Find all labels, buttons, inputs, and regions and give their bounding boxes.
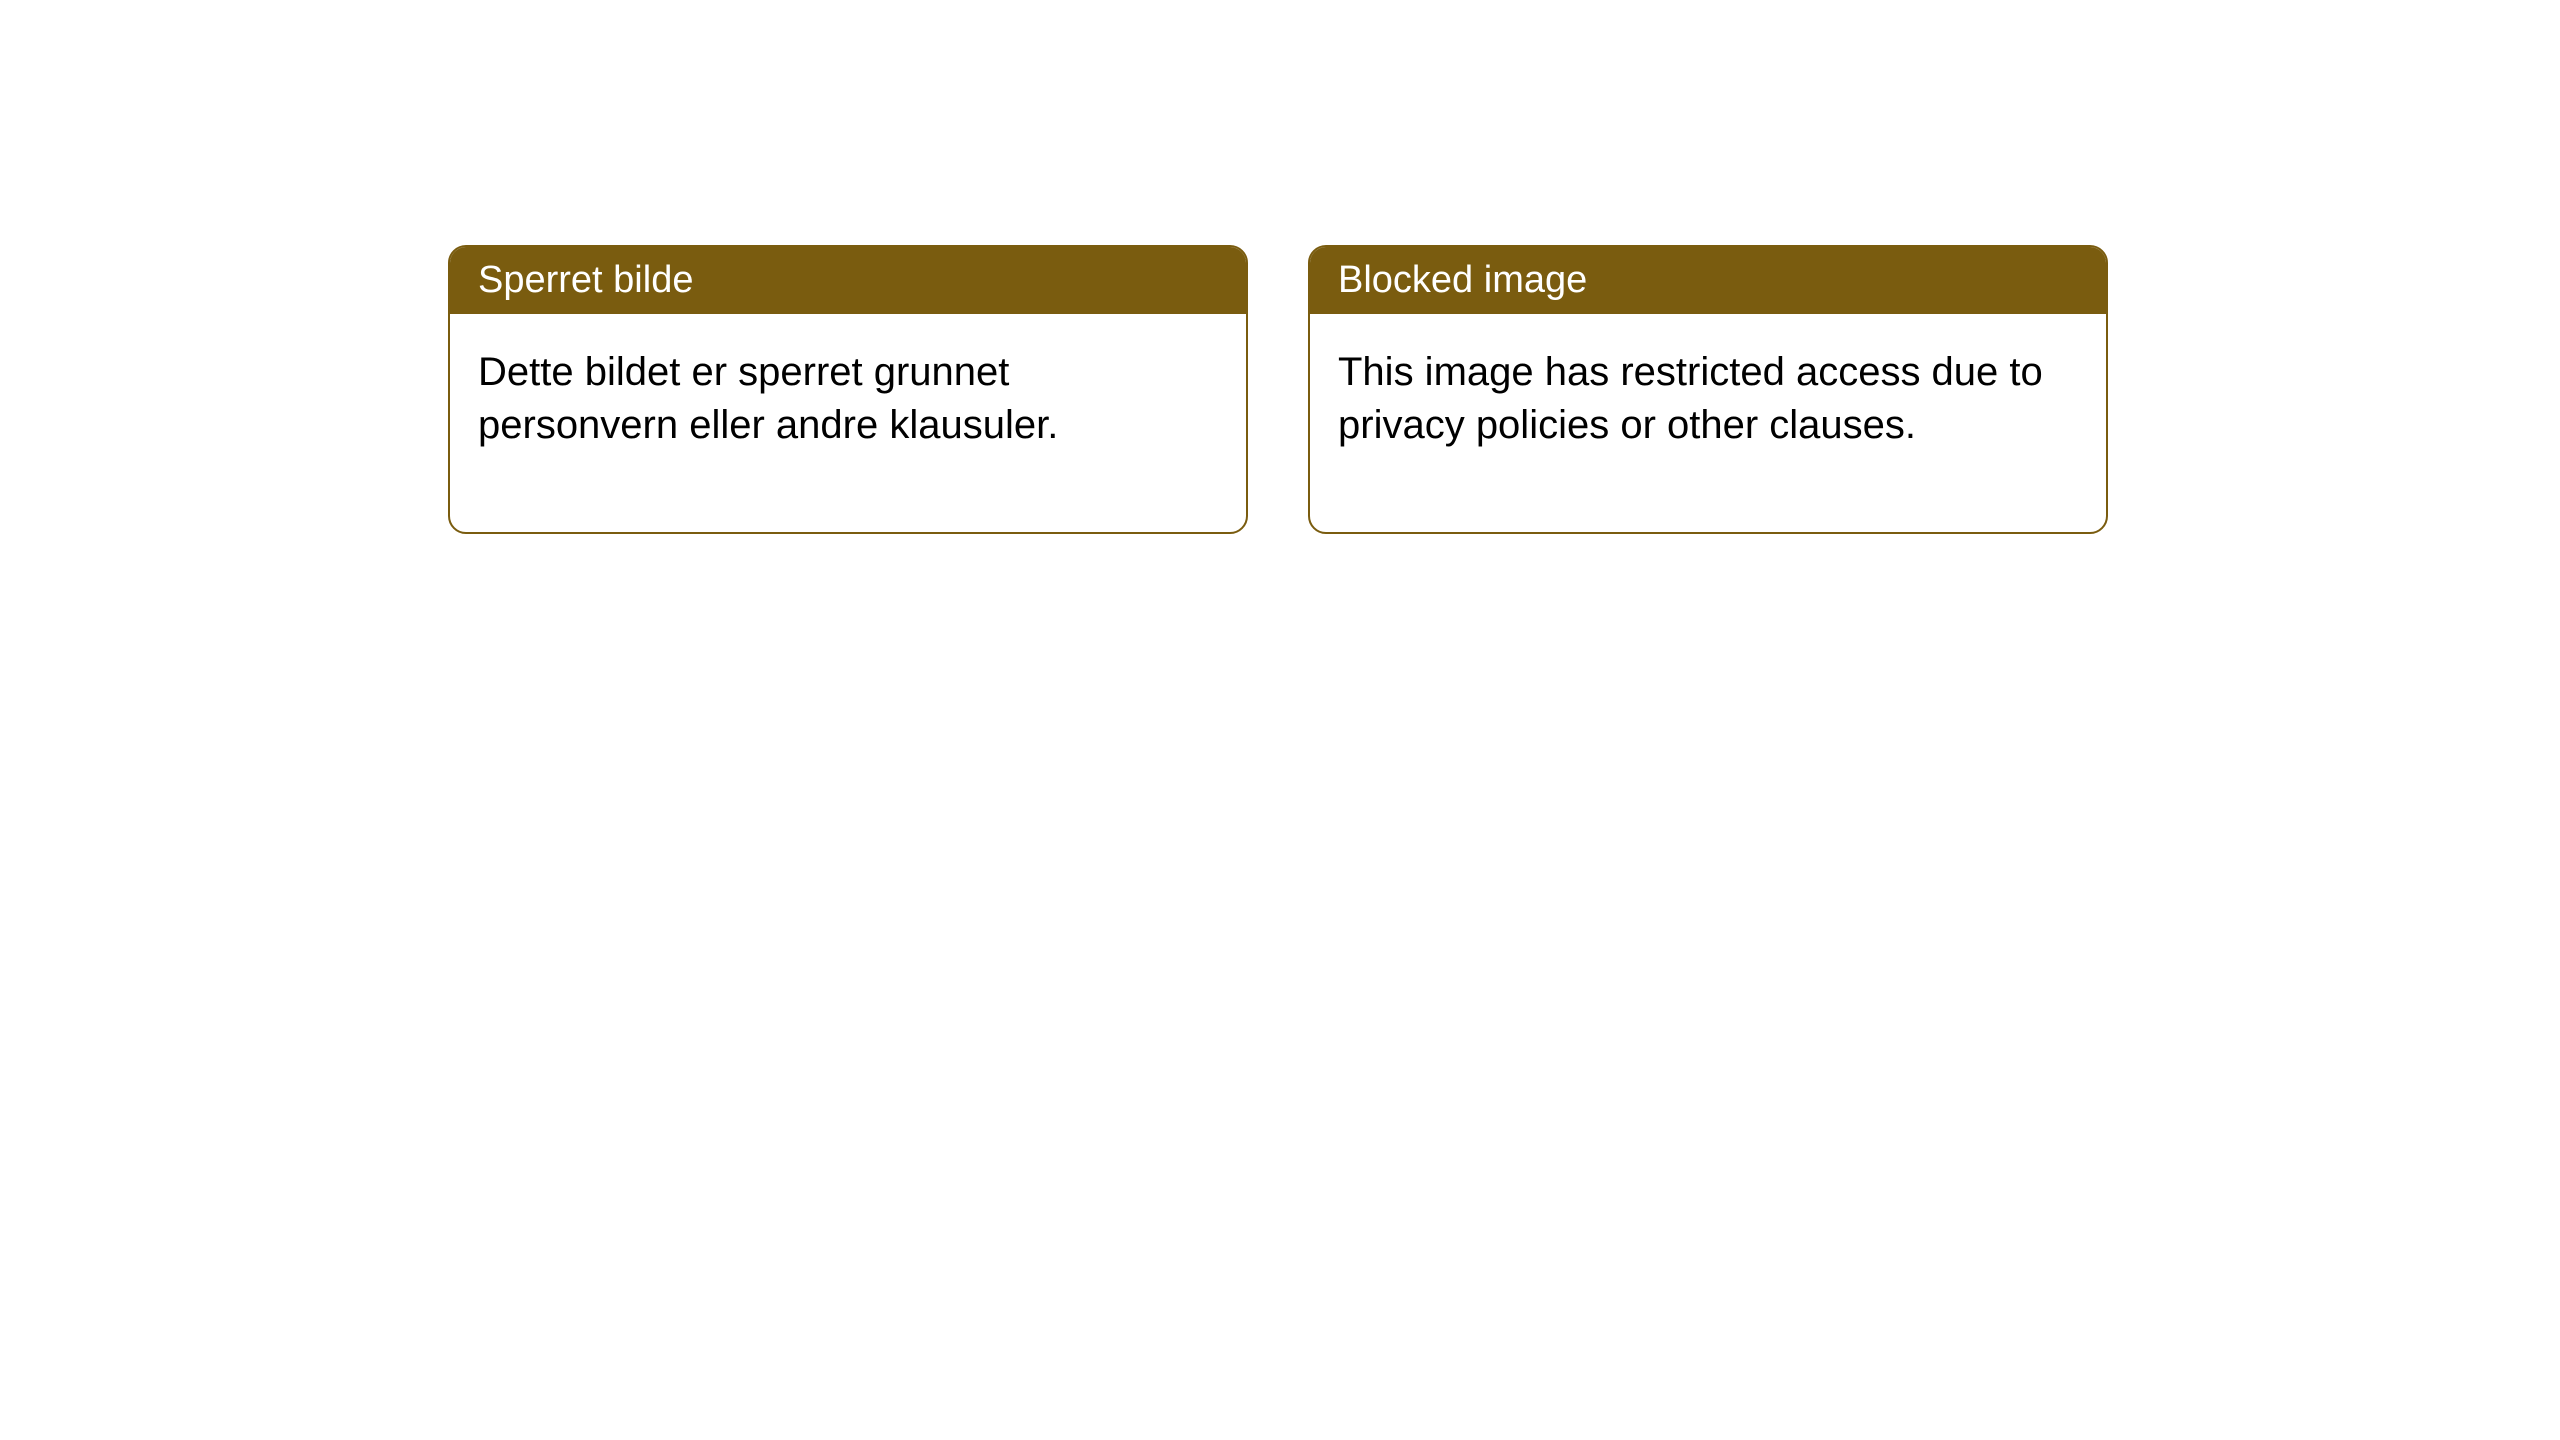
notice-card-norwegian: Sperret bilde Dette bildet er sperret gr… — [448, 245, 1248, 534]
notice-body: Dette bildet er sperret grunnet personve… — [450, 314, 1246, 532]
notice-header: Blocked image — [1310, 247, 2106, 314]
notice-card-english: Blocked image This image has restricted … — [1308, 245, 2108, 534]
notice-body: This image has restricted access due to … — [1310, 314, 2106, 532]
notice-header: Sperret bilde — [450, 247, 1246, 314]
notice-container: Sperret bilde Dette bildet er sperret gr… — [448, 245, 2108, 534]
